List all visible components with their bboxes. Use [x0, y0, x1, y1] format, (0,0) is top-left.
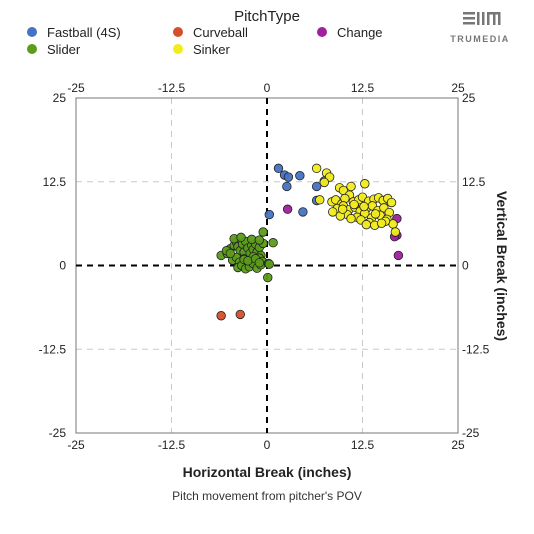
y-tick-label-left: 25 — [53, 91, 67, 105]
x-tick-label-top: 25 — [451, 81, 465, 95]
x-tick-label-top: -12.5 — [158, 81, 186, 95]
x-axis-label: Horizontal Break (inches) — [183, 464, 352, 480]
point-fastball-4s — [283, 172, 294, 182]
legend-marker — [27, 27, 37, 37]
point-fastball-4s — [273, 163, 284, 174]
point-slider — [243, 256, 253, 266]
point-sinker — [386, 197, 397, 208]
x-tick-label-top: -25 — [67, 81, 85, 95]
point-sinker — [346, 213, 356, 224]
point-sinker — [360, 179, 370, 189]
x-tick-label-top: 0 — [264, 81, 271, 95]
point-sinker — [346, 181, 356, 192]
y-tick-label-left: -25 — [49, 426, 67, 440]
point-slider — [225, 248, 236, 259]
logo-text: TRUMEDIA — [450, 34, 510, 44]
point-slider — [263, 272, 273, 283]
y-tick-label-right: -12.5 — [462, 342, 490, 356]
point-sinker — [337, 204, 348, 214]
series-slider — [216, 227, 278, 283]
legend-label: Fastball (4S) — [47, 25, 121, 40]
point-change — [282, 204, 293, 214]
legend-marker — [173, 27, 183, 37]
legend-item-change: Change — [317, 25, 383, 40]
legend-marker — [27, 44, 37, 54]
y-tick-label-right: 25 — [462, 91, 476, 105]
x-tick-label-top: 12.5 — [351, 81, 375, 95]
legend-item-slider: Slider — [27, 42, 81, 57]
point-fastball-4s — [295, 171, 305, 181]
point-slider — [254, 235, 265, 245]
legend-marker — [173, 44, 183, 54]
x-tick-label-bottom: 0 — [264, 438, 271, 452]
y-tick-label-right: 0 — [462, 259, 469, 273]
legend-label: Change — [337, 25, 383, 40]
x-tick-label-bottom: -12.5 — [158, 438, 186, 452]
point-sinker — [319, 177, 330, 188]
data-points — [216, 163, 404, 321]
point-fastball-4s — [298, 207, 308, 217]
point-sinker — [328, 207, 338, 217]
point-slider — [268, 238, 278, 248]
legend-label: Sinker — [193, 42, 231, 57]
legend-label: Slider — [47, 42, 81, 57]
legend-marker — [317, 27, 327, 37]
y-tick-label-right: -25 — [462, 426, 480, 440]
point-sinker — [376, 218, 387, 228]
series-sinker — [311, 163, 401, 237]
series-curveball — [216, 309, 245, 321]
point-slider — [254, 258, 265, 268]
point-sinker — [390, 227, 401, 237]
y-tick-label-left: -12.5 — [39, 342, 67, 356]
chart-caption: Pitch movement from pitcher's POV — [172, 489, 362, 503]
point-sinker — [311, 163, 322, 174]
y-tick-label-right: 12.5 — [462, 175, 486, 189]
point-curveball — [216, 311, 226, 321]
point-fastball-4s — [282, 181, 292, 192]
point-sinker — [349, 199, 359, 210]
legend-title: PitchType — [234, 8, 300, 25]
legend-label: Curveball — [193, 25, 248, 40]
point-fastball-4s — [264, 209, 274, 220]
point-change — [393, 250, 404, 261]
point-sinker — [315, 195, 325, 205]
point-curveball — [235, 309, 245, 320]
point-fastball-4s — [311, 181, 322, 192]
point-sinker — [361, 219, 372, 230]
point-slider — [258, 227, 268, 237]
x-tick-label-bottom: -25 — [67, 438, 85, 452]
legend-item-fastball-4s: Fastball (4S) — [27, 25, 121, 40]
point-slider — [236, 232, 246, 243]
y-tick-label-left: 0 — [59, 259, 66, 273]
point-sinker — [370, 209, 381, 219]
point-slider — [264, 259, 274, 269]
x-tick-label-bottom: 12.5 — [351, 438, 375, 452]
y-tick-label-left: 12.5 — [43, 175, 67, 189]
x-tick-label-bottom: 25 — [451, 438, 465, 452]
y-axis-label: Vertical Break (inches) — [494, 191, 510, 341]
point-sinker — [359, 201, 369, 212]
legend: Fastball (4S) Curveball Change Slider Sinker — [27, 25, 383, 57]
legend-item-curveball: Curveball — [173, 25, 248, 40]
trumedia-logo: TRUMEDIA — [450, 12, 510, 44]
legend-item-sinker: Sinker — [173, 42, 231, 57]
